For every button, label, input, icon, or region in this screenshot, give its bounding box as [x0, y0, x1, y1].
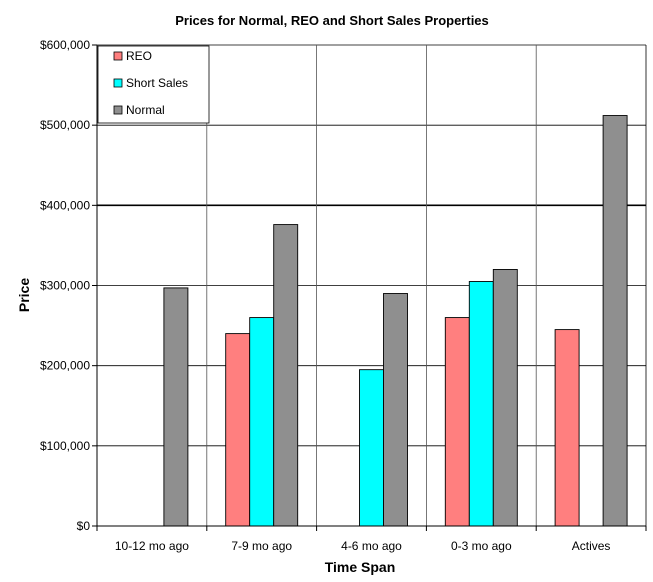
x-tick-label: Actives	[572, 539, 611, 553]
bar-normal-2	[383, 293, 408, 527]
y-tick-label: $300,000	[40, 279, 90, 293]
bar-short-sales-1	[249, 317, 275, 527]
legend-swatch	[113, 105, 123, 115]
legend-swatch	[113, 78, 123, 88]
x-tick-label: 0-3 mo ago	[451, 539, 512, 553]
legend: REO Short Sales Normal	[97, 45, 210, 124]
y-tick-label: $200,000	[40, 359, 90, 373]
y-axis-label: Price	[16, 278, 32, 312]
x-tick-labels: 10-12 mo ago 7-9 mo ago 4-6 mo ago 0-3 mo a…	[115, 539, 611, 553]
legend-label: Normal	[126, 103, 165, 117]
x-tick-label: 7-9 mo ago	[231, 539, 292, 553]
bar-short-sales-3	[468, 281, 494, 527]
x-tick-label: 10-12 mo ago	[115, 539, 189, 553]
bar-normal-3	[492, 269, 518, 527]
bar-normal-4	[602, 115, 628, 527]
bar-reo-4	[554, 329, 580, 527]
legend-swatch	[113, 51, 123, 61]
bar-normal-1	[273, 224, 299, 527]
bars	[163, 115, 628, 527]
y-tick-label: $100,000	[40, 439, 90, 453]
y-tick-label: $400,000	[40, 198, 90, 212]
y-tick-label: $600,000	[40, 38, 90, 52]
x-axis-label: Time Span	[325, 559, 396, 575]
bar-normal-0	[163, 287, 189, 527]
bar-short-sales-2	[359, 369, 384, 527]
axes	[92, 44, 647, 531]
y-tick-label: $0	[77, 519, 91, 533]
y-tick-labels: $0 $100,000 $200,000 $300,000 $400,000 $500,0…	[40, 38, 90, 533]
bar-reo-1	[225, 333, 251, 527]
bar-reo-3	[444, 317, 470, 527]
y-tick-label: $500,000	[40, 118, 90, 132]
chart-title: Prices for Normal, REO and Short Sales P…	[175, 13, 489, 28]
legend-label: REO	[126, 49, 152, 63]
legend-label: Short Sales	[126, 76, 188, 90]
gridlines	[97, 44, 646, 526]
x-tick-label: 4-6 mo ago	[341, 539, 402, 553]
